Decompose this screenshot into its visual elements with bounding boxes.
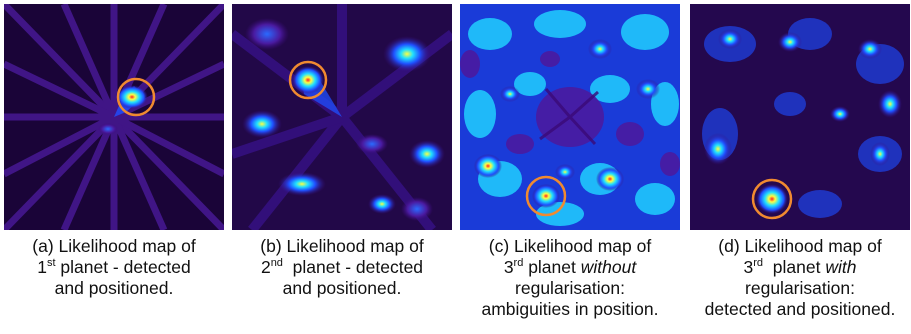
- heatmap-b: [232, 4, 452, 230]
- caption-line-1: (d) Likelihood map of: [718, 236, 882, 256]
- caption-emphasis: with: [825, 257, 857, 277]
- caption-line-2-rest: planet: [763, 257, 826, 277]
- heatmap-a: [4, 4, 224, 230]
- caption-a: (a) Likelihood map of 1st planet - detec…: [0, 236, 230, 299]
- detection-circle: [525, 175, 567, 217]
- caption-line-4: ambiguities in position.: [481, 299, 659, 319]
- likelihood-map-b: [232, 4, 452, 230]
- ordinal-suffix: st: [46, 257, 56, 270]
- caption-b: (b) Likelihood map of 2nd planet - detec…: [226, 236, 458, 299]
- caption-line-2-rest: planet: [523, 257, 581, 277]
- caption-line-1: (c) Likelihood map of: [488, 236, 652, 256]
- caption-line-3: and positioned.: [54, 278, 174, 298]
- panel-d: (d) Likelihood map of 3rd planet with re…: [690, 0, 911, 334]
- caption-line-3: and positioned.: [282, 278, 402, 298]
- detection-circle: [751, 178, 793, 220]
- detection-circle: [116, 77, 156, 117]
- likelihood-map-a: [4, 4, 224, 230]
- ordinal-suffix: nd: [270, 257, 283, 270]
- panel-c: (c) Likelihood map of 3rd planet without…: [460, 0, 682, 334]
- caption-line-1: (b) Likelihood map of: [260, 236, 424, 256]
- caption-line-2: 1st planet - detected: [0, 257, 230, 278]
- caption-line-2-rest: planet - detected: [55, 257, 191, 277]
- ordinal-number: 1: [37, 257, 47, 277]
- panel-a: (a) Likelihood map of 1st planet - detec…: [4, 0, 226, 334]
- caption-c: (c) Likelihood map of 3rd planet without…: [454, 236, 686, 320]
- caption-line-2: 3rd planet without: [454, 257, 686, 278]
- caption-line-3: regularisation:: [745, 278, 855, 298]
- heatmap-d: [690, 4, 910, 230]
- detection-circle: [288, 60, 328, 100]
- ordinal-number: 3: [503, 257, 514, 277]
- heatmap-c: [460, 4, 680, 230]
- ordinal-suffix: rd: [753, 257, 764, 270]
- likelihood-map-c: [460, 4, 680, 230]
- caption-line-2: 3rd planet with: [684, 257, 911, 278]
- caption-line-4: detected and positioned.: [704, 299, 896, 319]
- caption-line-2: 2nd planet - detected: [226, 257, 458, 278]
- ordinal-number: 2: [260, 257, 271, 277]
- ordinal-suffix: rd: [513, 257, 524, 270]
- caption-emphasis: without: [580, 257, 637, 277]
- caption-line-2-rest: planet - detected: [282, 257, 424, 277]
- ordinal-number: 3: [743, 257, 754, 277]
- caption-line-1: (a) Likelihood map of: [32, 236, 196, 256]
- caption-d: (d) Likelihood map of 3rd planet with re…: [684, 236, 911, 320]
- likelihood-map-d: [690, 4, 910, 230]
- caption-line-3: regularisation:: [515, 278, 625, 298]
- panel-b: (b) Likelihood map of 2nd planet - detec…: [232, 0, 454, 334]
